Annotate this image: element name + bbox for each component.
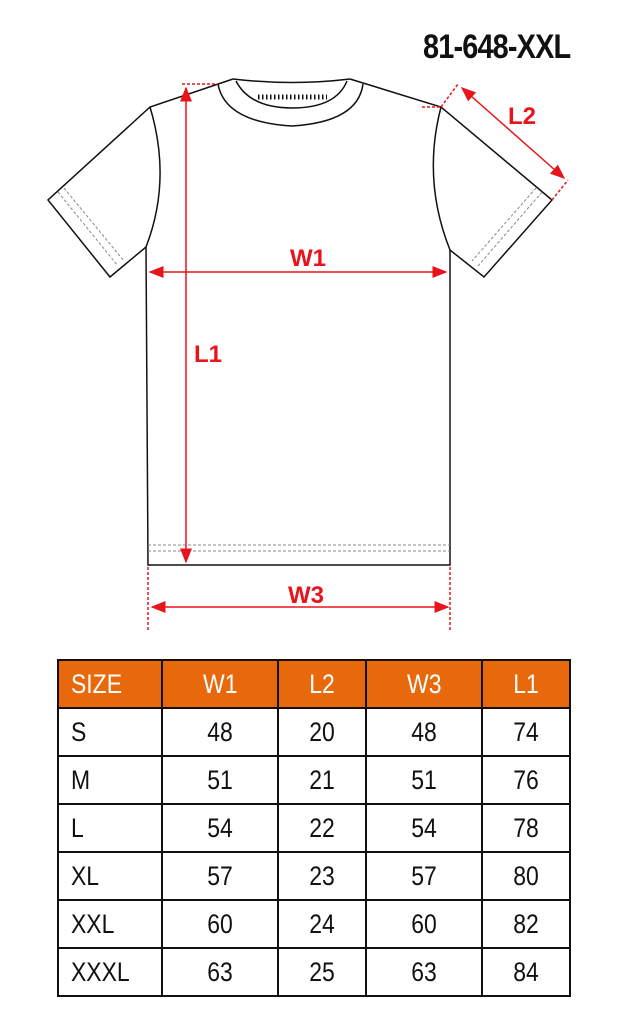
size-table: SIZE W1 L2 W3 L1 S 48 20 48 74 M 51 21 51 76 L 54 22… — [57, 659, 571, 997]
table-row: M 51 21 51 76 — [57, 755, 571, 805]
header-l1: L1 — [481, 659, 571, 709]
table-row: XL 57 23 57 80 — [57, 851, 571, 901]
table-cell: 84 — [481, 947, 571, 997]
table-cell: 20 — [277, 707, 367, 757]
stitching — [57, 187, 543, 552]
table-cell: 76 — [481, 755, 571, 805]
header-w1: W1 — [160, 659, 280, 709]
l1-label: L1 — [194, 341, 222, 368]
table-cell: S — [57, 707, 163, 757]
table-cell: 60 — [160, 899, 280, 949]
table-cell: 23 — [277, 851, 367, 901]
dimension-lines — [147, 83, 569, 630]
tshirt-diagram: W1 L1 L2 W3 — [46, 78, 569, 630]
w1-label: W1 — [290, 245, 326, 272]
table-cell: 54 — [364, 803, 484, 853]
table-cell: 22 — [277, 803, 367, 853]
product-code: 81-648-XXL — [422, 28, 571, 66]
table-cell: XXXL — [57, 947, 163, 997]
table-cell: 82 — [481, 899, 571, 949]
tshirt-outline — [46, 78, 554, 566]
table-cell: 54 — [160, 803, 280, 853]
w3-label: W3 — [288, 582, 324, 609]
table-cell: 60 — [364, 899, 484, 949]
table-cell: 48 — [364, 707, 484, 757]
table-row: XXXL 63 25 63 84 — [57, 947, 571, 997]
table-cell: 78 — [481, 803, 571, 853]
table-row: L 54 22 54 78 — [57, 803, 571, 853]
header-size: SIZE — [57, 659, 163, 709]
l2-label: L2 — [508, 103, 536, 130]
table-cell: XL — [57, 851, 163, 901]
header-w3: W3 — [364, 659, 484, 709]
table-row: S 48 20 48 74 — [57, 707, 571, 757]
table-cell: L — [57, 803, 163, 853]
table-cell: 24 — [277, 899, 367, 949]
table-cell: 63 — [364, 947, 484, 997]
header-l2: L2 — [277, 659, 367, 709]
table-cell: 57 — [364, 851, 484, 901]
table-cell: XXL — [57, 899, 163, 949]
table-cell: 74 — [481, 707, 571, 757]
table-cell: 25 — [277, 947, 367, 997]
table-row: XXL 60 24 60 82 — [57, 899, 571, 949]
table-cell: 51 — [364, 755, 484, 805]
table-cell: 21 — [277, 755, 367, 805]
table-cell: 51 — [160, 755, 280, 805]
table-cell: 63 — [160, 947, 280, 997]
table-cell: M — [57, 755, 163, 805]
table-cell: 57 — [160, 851, 280, 901]
table-header-row: SIZE W1 L2 W3 L1 — [57, 659, 571, 709]
table-cell: 48 — [160, 707, 280, 757]
table-cell: 80 — [481, 851, 571, 901]
